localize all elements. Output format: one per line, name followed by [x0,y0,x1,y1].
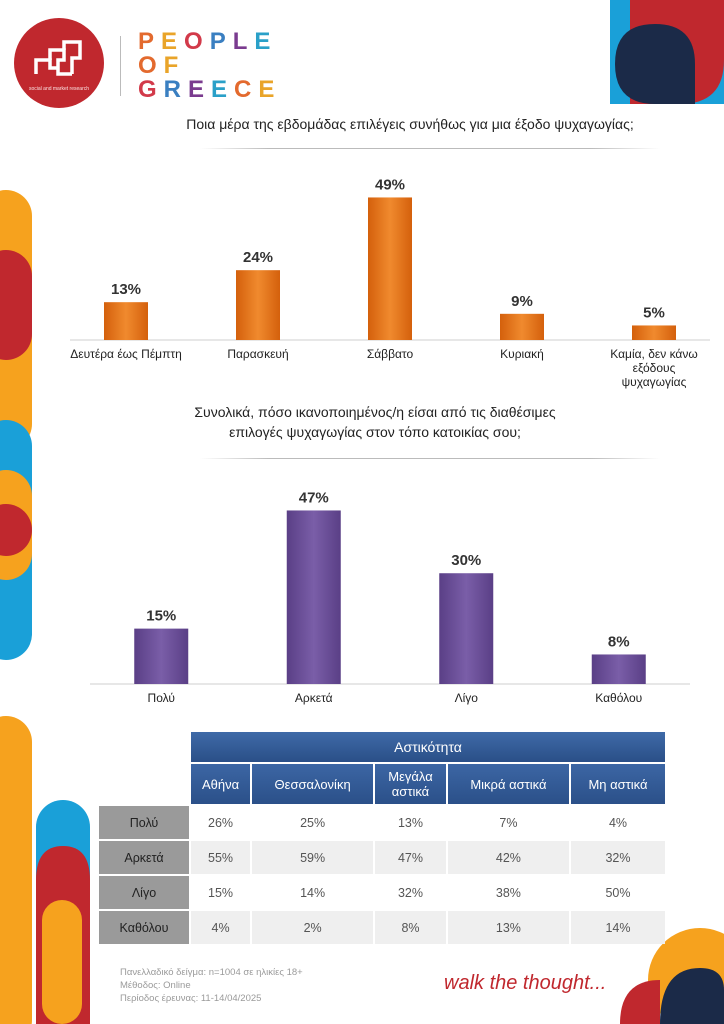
table-cell: 32% [570,841,665,874]
column-header: Μεγάλα αστικά [375,764,446,804]
bar-value-label: 24% [243,249,273,266]
category-label: Λίγο [455,691,479,705]
logo-mark-icon [34,40,82,76]
chart1-title: Ποια μέρα της εβδομάδας επιλέγεις συνήθω… [186,116,634,132]
category-label: Αρκετά [295,691,333,705]
table-cell: 8% [375,911,446,944]
table-cell: 55% [191,841,251,874]
column-header: Μη αστικά [570,764,665,804]
table-cell: 7% [447,806,569,839]
survey-notes: Πανελλαδικό δείγμα: n=1004 σε ηλικίες 18… [120,966,303,1005]
brand-letter: E [258,76,282,103]
brand-letter: G [138,76,164,103]
category-label: Καθόλου [595,691,642,705]
table-corner-empty [99,764,189,804]
logo-tagline: social and market research [28,86,90,92]
category-label: Παρασκευή [227,347,288,361]
bar-value-label: 47% [299,489,329,506]
brand-letter: F [163,52,186,79]
row-label: Καθόλου [99,911,189,944]
brand-letter: R [163,76,189,103]
brand-letter: P [138,28,162,55]
note-method: Μέθοδος: Online [120,980,191,991]
bar-value-label: 15% [146,608,176,625]
urbanity-table: Αστικότητα Αθήνα Θεσσαλονίκη Μεγάλα αστικά Μ… [97,730,667,946]
table-cell: 50% [570,876,665,909]
bar-value-label: 13% [111,281,141,298]
table-row: Πολύ 26% 25% 13% 7% 4% [99,806,665,839]
bar-value-label: 9% [511,293,533,310]
bar-1 [286,510,341,684]
brand-letter: P [209,28,233,55]
table-cell: 15% [191,876,251,909]
chart2-title-line-2: επιλογές ψυχαγωγίας στον τόπο κατοικίας … [229,424,521,440]
table-cell: 42% [447,841,569,874]
table-cell: 14% [252,876,374,909]
note-period: Περίοδος έρευνας: 11-14/04/2025 [120,993,262,1004]
brand-letter: O [184,28,210,55]
table-corner-empty [99,732,189,762]
logo-circle [14,18,104,108]
bar-value-label: 5% [643,304,665,321]
bar-3 [500,313,544,340]
column-header: Αθήνα [191,764,251,804]
brand-letter: E [254,28,278,55]
bar-value-label: 8% [608,633,630,650]
brand-letter: E [161,28,185,55]
chart2-title: Συνολικά, πόσο ικανοποιημένος/η είσαι απ… [140,402,610,442]
table-group-header: Αστικότητα [191,732,665,762]
brand-line-3: GREECE [138,78,281,102]
row-label: Λίγο [99,876,189,909]
brand-letter: E [211,76,235,103]
table-cell: 13% [447,911,569,944]
table-cell: 59% [252,841,374,874]
bar-0 [104,302,148,340]
row-label: Πολύ [99,806,189,839]
chart1-svg: 13% Δευτέρα έως Πέμπτη 24% Παρασκευή 49% Σάββ… [70,176,710,389]
bar-value-label: 49% [375,176,405,193]
category-label: Πολύ [148,691,175,705]
logo-divider [120,36,121,96]
bar-0 [134,628,189,684]
brand-letter: E [188,76,212,103]
table-cell: 14% [570,911,665,944]
bar-2 [368,197,412,340]
category-label: Σάββατο [367,347,414,361]
column-header: Θεσσαλονίκη [252,764,374,804]
table-cell: 25% [252,806,374,839]
bar-4 [632,325,676,340]
bar-value-label: 30% [451,552,481,569]
table-row: Αρκετά 55% 59% 47% 42% 32% [99,841,665,874]
bar-2 [439,573,494,684]
table-cell: 26% [191,806,251,839]
chart2-title-line-1: Συνολικά, πόσο ικανοποιημένος/η είσαι απ… [194,404,556,420]
table-row: Καθόλου 4% 2% 8% 13% 14% [99,911,665,944]
table-cell: 32% [375,876,446,909]
chart1-title-rule [200,148,660,149]
brand-letter: C [234,76,259,103]
category-label: Κυριακή [500,347,544,361]
column-header: Μικρά αστικά [447,764,569,804]
chart2-title-rule [200,458,660,459]
table-cell: 4% [570,806,665,839]
table-cell: 4% [191,911,251,944]
table-cell: 2% [252,911,374,944]
brand-line-1: PEOPLE [138,30,277,54]
brand-letter: O [138,52,164,79]
row-label: Αρκετά [99,841,189,874]
brand-letter: L [232,28,255,55]
category-label: Δευτέρα έως Πέμπτη [70,347,182,361]
brand-line-2: OF [138,54,185,78]
note-sample: Πανελλαδικό δείγμα: n=1004 σε ηλικίες 18… [120,967,303,978]
chart2-svg: 15% Πολύ 47% Αρκετά 30% Λίγο 8% Καθόλου [90,489,690,705]
table-row: Λίγο 15% 14% 32% 38% 50% [99,876,665,909]
tagline: walk the thought... [444,972,607,994]
category-label: Καμία, δεν κάνω εξόδους ψυχαγωγίας [610,347,698,389]
bar-1 [236,270,280,340]
table-cell: 13% [375,806,446,839]
table-cell: 38% [447,876,569,909]
bar-3 [591,654,646,684]
table-cell: 47% [375,841,446,874]
